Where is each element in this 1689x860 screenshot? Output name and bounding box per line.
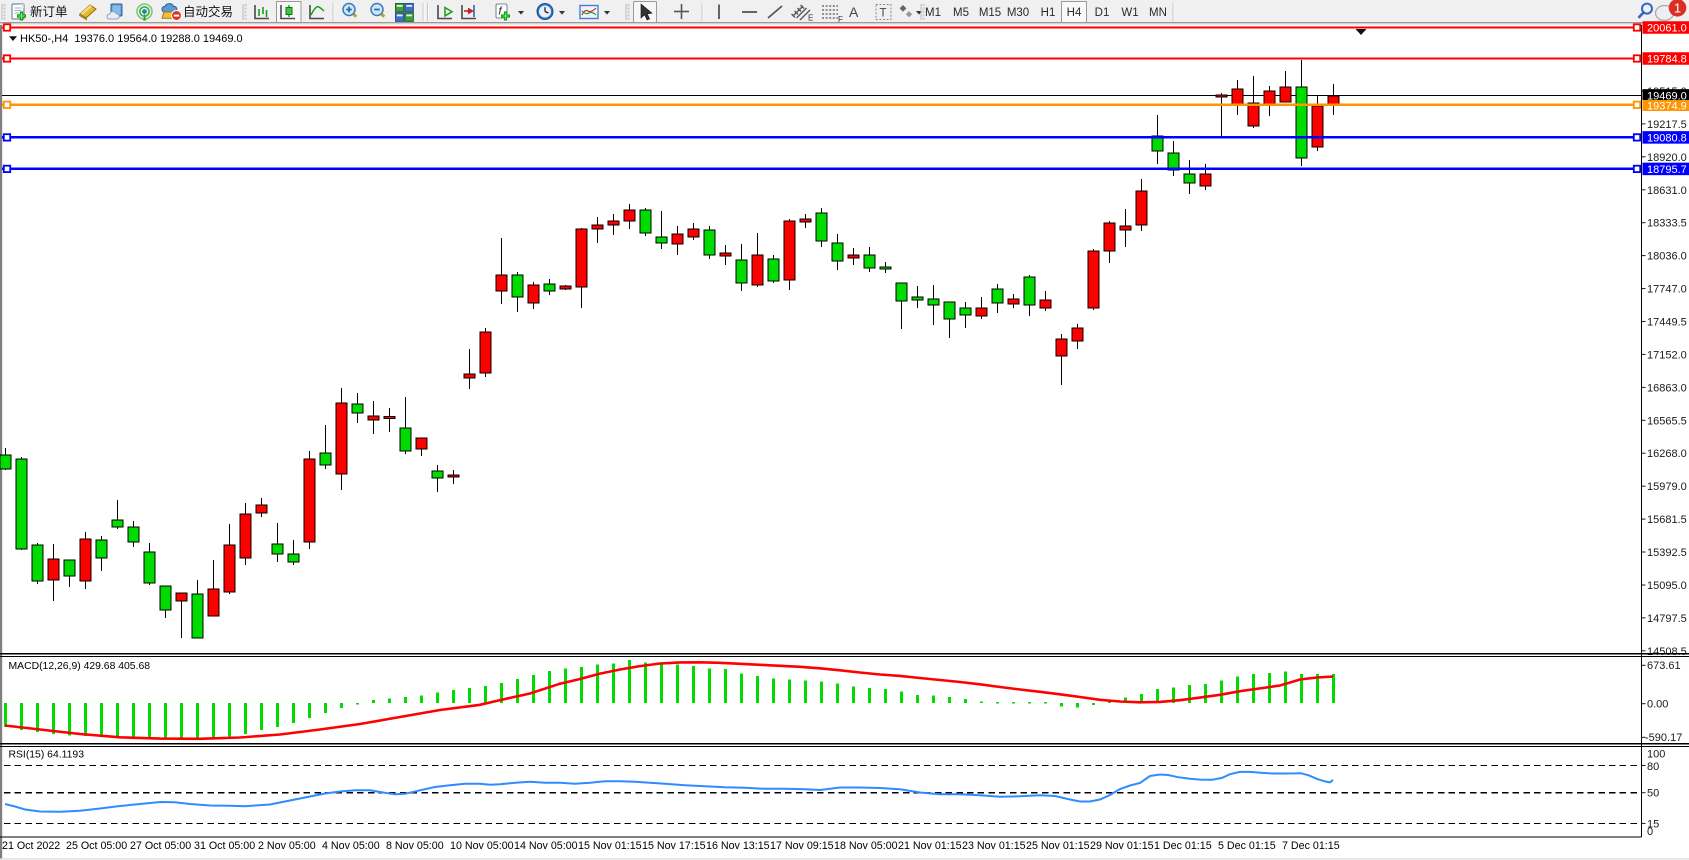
svg-text:673.61: 673.61 bbox=[1647, 660, 1681, 672]
svg-text:0: 0 bbox=[1647, 826, 1653, 838]
svg-text:29 Nov 01:15: 29 Nov 01:15 bbox=[1090, 840, 1154, 852]
svg-text:18631.0: 18631.0 bbox=[1647, 185, 1687, 197]
svg-text:18036.0: 18036.0 bbox=[1647, 251, 1687, 263]
svg-text:f: f bbox=[499, 6, 503, 18]
svg-text:15 Nov 17:15: 15 Nov 17:15 bbox=[642, 840, 706, 852]
svg-text:M30: M30 bbox=[1007, 7, 1029, 19]
svg-text:19469.0: 19469.0 bbox=[1647, 90, 1687, 102]
svg-text:7 Dec 01:15: 7 Dec 01:15 bbox=[1282, 840, 1340, 852]
svg-text:18 Nov 05:00: 18 Nov 05:00 bbox=[834, 840, 898, 852]
svg-text:15095.0: 15095.0 bbox=[1647, 580, 1687, 592]
svg-text:14 Nov 05:00: 14 Nov 05:00 bbox=[514, 840, 578, 852]
svg-text:MACD(12,26,9) 429.68 405.68: MACD(12,26,9) 429.68 405.68 bbox=[9, 661, 151, 672]
svg-text:16268.0: 16268.0 bbox=[1647, 448, 1687, 460]
svg-text:27 Oct 05:00: 27 Oct 05:00 bbox=[130, 840, 191, 852]
svg-text:T: T bbox=[880, 8, 887, 20]
svg-text:100: 100 bbox=[1647, 749, 1665, 761]
svg-text:2 Nov 05:00: 2 Nov 05:00 bbox=[258, 840, 316, 852]
svg-text:RSI(15) 64.1193: RSI(15) 64.1193 bbox=[9, 750, 85, 761]
svg-text:1: 1 bbox=[1674, 0, 1681, 15]
svg-text:15392.5: 15392.5 bbox=[1647, 547, 1687, 559]
svg-text:自动交易: 自动交易 bbox=[183, 4, 233, 19]
svg-text:15979.0: 15979.0 bbox=[1647, 481, 1687, 493]
svg-text:4 Nov 05:00: 4 Nov 05:00 bbox=[322, 840, 380, 852]
svg-text:17 Nov 09:15: 17 Nov 09:15 bbox=[770, 840, 834, 852]
svg-text:-590.17: -590.17 bbox=[1645, 732, 1682, 744]
svg-text:80: 80 bbox=[1647, 761, 1659, 773]
svg-text:17747.0: 17747.0 bbox=[1647, 284, 1687, 296]
svg-text:50: 50 bbox=[1647, 788, 1659, 800]
svg-text:5 Dec 01:15: 5 Dec 01:15 bbox=[1218, 840, 1276, 852]
svg-text:0.00: 0.00 bbox=[1647, 699, 1668, 711]
svg-text:H4: H4 bbox=[1067, 7, 1082, 19]
svg-text:21 Nov 01:15: 21 Nov 01:15 bbox=[898, 840, 962, 852]
svg-text:15681.5: 15681.5 bbox=[1647, 514, 1687, 526]
svg-text:A: A bbox=[849, 4, 859, 20]
svg-text:16565.5: 16565.5 bbox=[1647, 415, 1687, 427]
svg-text:10 Nov 05:00: 10 Nov 05:00 bbox=[450, 840, 514, 852]
svg-text:19080.8: 19080.8 bbox=[1647, 132, 1687, 144]
svg-text:25 Nov 01:15: 25 Nov 01:15 bbox=[1026, 840, 1090, 852]
svg-text:19217.5: 19217.5 bbox=[1647, 119, 1687, 131]
svg-text:31 Oct 05:00: 31 Oct 05:00 bbox=[194, 840, 255, 852]
svg-text:16863.0: 16863.0 bbox=[1647, 382, 1687, 394]
svg-text:15 Nov 01:15: 15 Nov 01:15 bbox=[578, 840, 642, 852]
svg-text:17449.5: 17449.5 bbox=[1647, 317, 1687, 329]
svg-text:18795.7: 18795.7 bbox=[1647, 164, 1687, 176]
svg-text:M15: M15 bbox=[979, 7, 1001, 19]
svg-text:E: E bbox=[808, 14, 813, 23]
svg-text:F: F bbox=[838, 15, 843, 24]
svg-text:19374.9: 19374.9 bbox=[1647, 101, 1687, 113]
svg-text:21 Oct 2022: 21 Oct 2022 bbox=[2, 840, 60, 852]
svg-text:23 Nov 01:15: 23 Nov 01:15 bbox=[962, 840, 1026, 852]
svg-text:8 Nov 05:00: 8 Nov 05:00 bbox=[386, 840, 444, 852]
svg-text:20061.0: 20061.0 bbox=[1647, 23, 1687, 35]
svg-text:16 Nov 13:15: 16 Nov 13:15 bbox=[706, 840, 770, 852]
svg-text:18333.5: 18333.5 bbox=[1647, 218, 1687, 230]
svg-text:W1: W1 bbox=[1121, 7, 1138, 19]
svg-text:新订单: 新订单 bbox=[30, 4, 68, 19]
svg-text:17152.0: 17152.0 bbox=[1647, 349, 1687, 361]
svg-text:D1: D1 bbox=[1095, 7, 1110, 19]
svg-text:14508.5: 14508.5 bbox=[1647, 646, 1687, 658]
svg-text:25 Oct 05:00: 25 Oct 05:00 bbox=[66, 840, 127, 852]
svg-text:18920.0: 18920.0 bbox=[1647, 152, 1687, 164]
svg-text:19784.8: 19784.8 bbox=[1647, 54, 1687, 66]
svg-text:1 Dec 01:15: 1 Dec 01:15 bbox=[1154, 840, 1212, 852]
svg-text:M5: M5 bbox=[953, 7, 969, 19]
svg-text:MN: MN bbox=[1149, 7, 1167, 19]
svg-text:14797.5: 14797.5 bbox=[1647, 613, 1687, 625]
svg-text:15: 15 bbox=[1647, 819, 1659, 831]
svg-text:HK50-,H4 19376.0 19564.0 1928: HK50-,H4 19376.0 19564.0 19288.0 19469.0 bbox=[20, 33, 243, 45]
svg-text:M1: M1 bbox=[925, 7, 941, 19]
svg-text:H1: H1 bbox=[1041, 7, 1056, 19]
